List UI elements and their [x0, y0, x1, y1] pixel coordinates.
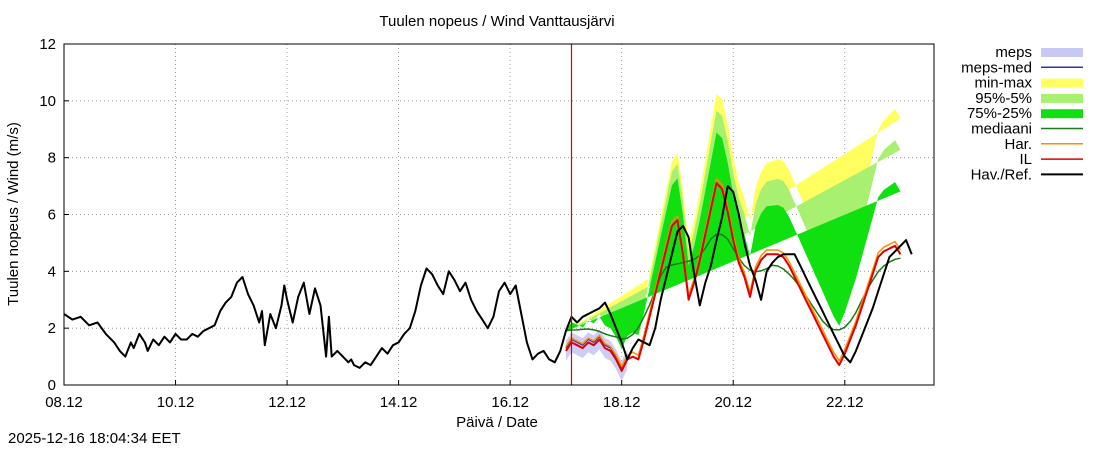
- x-tick-label: 18.12: [603, 394, 641, 411]
- y-tick-label: 6: [48, 207, 56, 224]
- y-axis-label: Tuulen nopeus / Wind (m/s): [5, 122, 22, 306]
- legend-swatch: [1041, 48, 1083, 57]
- line-il: [565, 182, 902, 372]
- x-tick-label: 22.12: [826, 394, 864, 411]
- legend: mepsmeps-medmin-max95%-5%75%-25%mediaani…: [961, 44, 1083, 183]
- legend-swatch: [1041, 109, 1083, 119]
- x-tick-label: 10.12: [157, 394, 195, 411]
- y-tick-label: 0: [48, 377, 56, 394]
- legend-label: Hav./Ref.: [971, 166, 1032, 183]
- x-tick-label: 12.12: [268, 394, 306, 411]
- legend-label: IL: [1019, 151, 1032, 168]
- legend-swatch: [1041, 78, 1083, 88]
- line-mediaani: [565, 233, 901, 340]
- x-ticks: 08.12 10.12 12.12 14.12 16.12 18.12 20.12 22.12: [45, 380, 864, 411]
- legend-label: min-max: [974, 75, 1032, 92]
- legend-label: mediaani: [971, 121, 1032, 138]
- legend-label: Har.: [1004, 136, 1032, 153]
- series-lines: [63, 178, 913, 372]
- legend-label: meps-med: [961, 59, 1032, 76]
- legend-swatch: [1041, 93, 1083, 103]
- x-tick-label: 14.12: [380, 394, 418, 411]
- y-tick-label: 4: [48, 263, 56, 280]
- y-tick-label: 8: [48, 150, 56, 167]
- line-observed: [63, 185, 913, 369]
- y-tick-label: 12: [39, 36, 56, 53]
- x-tick-label: 08.12: [45, 394, 83, 411]
- y-tick-label: 10: [39, 93, 56, 110]
- legend-label: meps: [995, 44, 1032, 61]
- grid: [64, 44, 934, 385]
- timestamp: 2025-12-16 18:04:34 EET: [8, 430, 181, 447]
- legend-label: 95%-5%: [975, 90, 1032, 107]
- chart-title: Tuulen nopeus / Wind Vanttausjärvi: [379, 13, 614, 30]
- y-ticks: 0 2 4 6 8 10 12: [39, 36, 69, 394]
- legend-label: 75%-25%: [967, 105, 1032, 122]
- x-tick-label: 16.12: [491, 394, 529, 411]
- x-tick-label: 20.12: [714, 394, 752, 411]
- x-axis-label: Päivä / Date: [456, 414, 538, 431]
- y-tick-label: 2: [48, 320, 56, 337]
